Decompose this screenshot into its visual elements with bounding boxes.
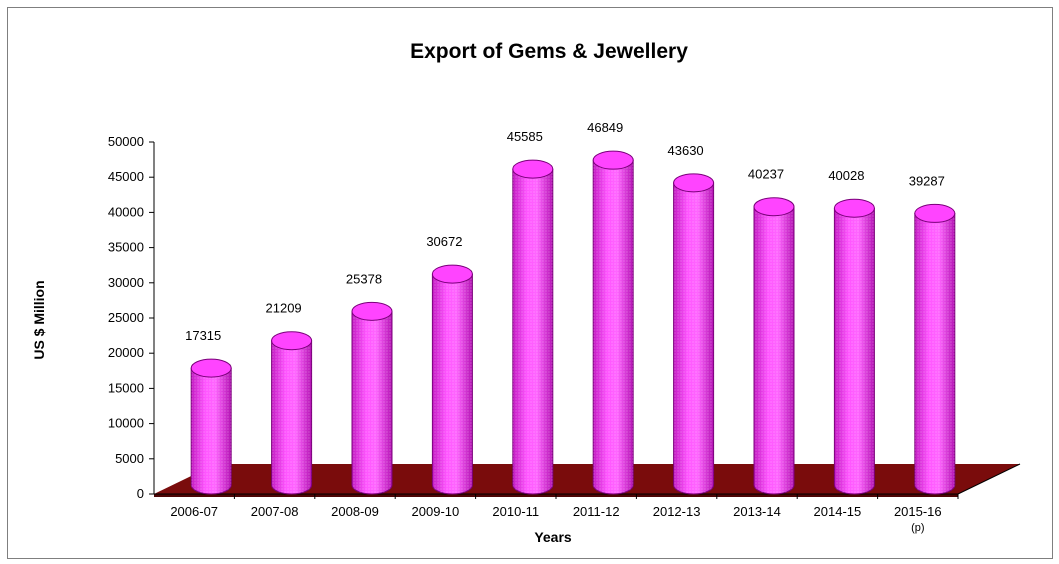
bar — [833, 198, 875, 495]
y-tick-label: 50000 — [108, 134, 144, 149]
data-label: 21209 — [266, 301, 302, 316]
chart-frame: Export of Gems & Jewellery US $ Million … — [7, 7, 1053, 559]
chart-canvas: Export of Gems & Jewellery US $ Million … — [31, 40, 1021, 545]
y-tick-label: 45000 — [108, 169, 144, 184]
data-labels: 17315 21209 25378 30672 45585 46849 43630 40237… — [185, 120, 945, 343]
bar — [351, 301, 393, 495]
bar-texture — [673, 182, 714, 495]
data-label: 46849 — [587, 120, 623, 135]
bar-cap — [914, 203, 956, 223]
bar — [753, 197, 795, 495]
x-axis-title: Years — [534, 529, 572, 545]
bar-cap — [833, 198, 875, 218]
y-axis-title: US $ Million — [31, 280, 47, 359]
bar-texture — [512, 169, 553, 494]
bar — [190, 358, 232, 495]
bar-cap — [351, 301, 393, 321]
x-tick-labels: 2006-07 2007-08 2008-09 2009-10 2010-11 2011-… — [170, 504, 941, 534]
x-axis-depth-line — [957, 463, 1021, 495]
y-tick-label: 0 — [137, 486, 144, 501]
bar-cap — [190, 358, 232, 378]
x-tick-label: 2014-15 — [814, 504, 862, 519]
bar — [431, 264, 473, 495]
bar-texture — [352, 311, 392, 494]
bar-texture — [593, 160, 634, 494]
data-label: 43630 — [668, 143, 704, 158]
data-label: 30672 — [426, 234, 462, 249]
bar-texture — [191, 368, 232, 494]
data-label: 25378 — [346, 271, 382, 286]
data-label: 45585 — [507, 129, 543, 144]
y-tick-label: 15000 — [108, 380, 144, 395]
bar — [673, 173, 715, 495]
x-tick-label: 2011-12 — [573, 504, 620, 519]
y-tick-label: 5000 — [115, 451, 144, 466]
x-tick-label: 2008-09 — [331, 504, 379, 519]
data-label: 40237 — [748, 167, 784, 182]
y-tick-label: 40000 — [108, 204, 144, 219]
bar-cap — [753, 197, 795, 217]
bar-texture — [914, 213, 955, 494]
bar-cap — [271, 331, 313, 351]
bar-cap — [673, 173, 715, 193]
bars — [190, 150, 956, 495]
bar — [271, 331, 313, 495]
bar-cap — [512, 159, 554, 179]
y-tick-labels: 0 5000 10000 15000 20000 25000 30000 35000 40000… — [108, 134, 144, 501]
bar — [914, 203, 956, 495]
x-tick-label: 2006-07 — [170, 504, 218, 519]
bar-texture — [754, 206, 794, 495]
y-tick-label: 20000 — [108, 345, 144, 360]
x-tick-label: 2013-14 — [733, 504, 781, 519]
x-tick-label: 2007-08 — [251, 504, 299, 519]
y-tick-label: 35000 — [108, 240, 144, 255]
data-label: 40028 — [828, 168, 864, 183]
x-tick-note: (p) — [911, 522, 924, 534]
bar-texture — [834, 208, 875, 494]
data-label: 17315 — [185, 328, 221, 343]
x-tick-label: 2012-13 — [653, 504, 701, 519]
bar — [592, 150, 634, 495]
x-tick-label: 2009-10 — [412, 504, 460, 519]
bar-texture — [271, 340, 312, 494]
y-tick-label: 30000 — [108, 275, 144, 290]
bar — [512, 159, 554, 495]
bar-cap — [592, 150, 634, 170]
x-tick-label: 2010-11 — [492, 504, 539, 519]
y-tick-label: 10000 — [108, 416, 144, 431]
bar-texture — [432, 274, 473, 494]
y-tick-label: 25000 — [108, 310, 144, 325]
chart-title: Export of Gems & Jewellery — [410, 40, 688, 63]
data-label: 39287 — [909, 173, 945, 188]
bar-cap — [431, 264, 473, 284]
x-tick-label: 2015-16 — [894, 504, 942, 519]
